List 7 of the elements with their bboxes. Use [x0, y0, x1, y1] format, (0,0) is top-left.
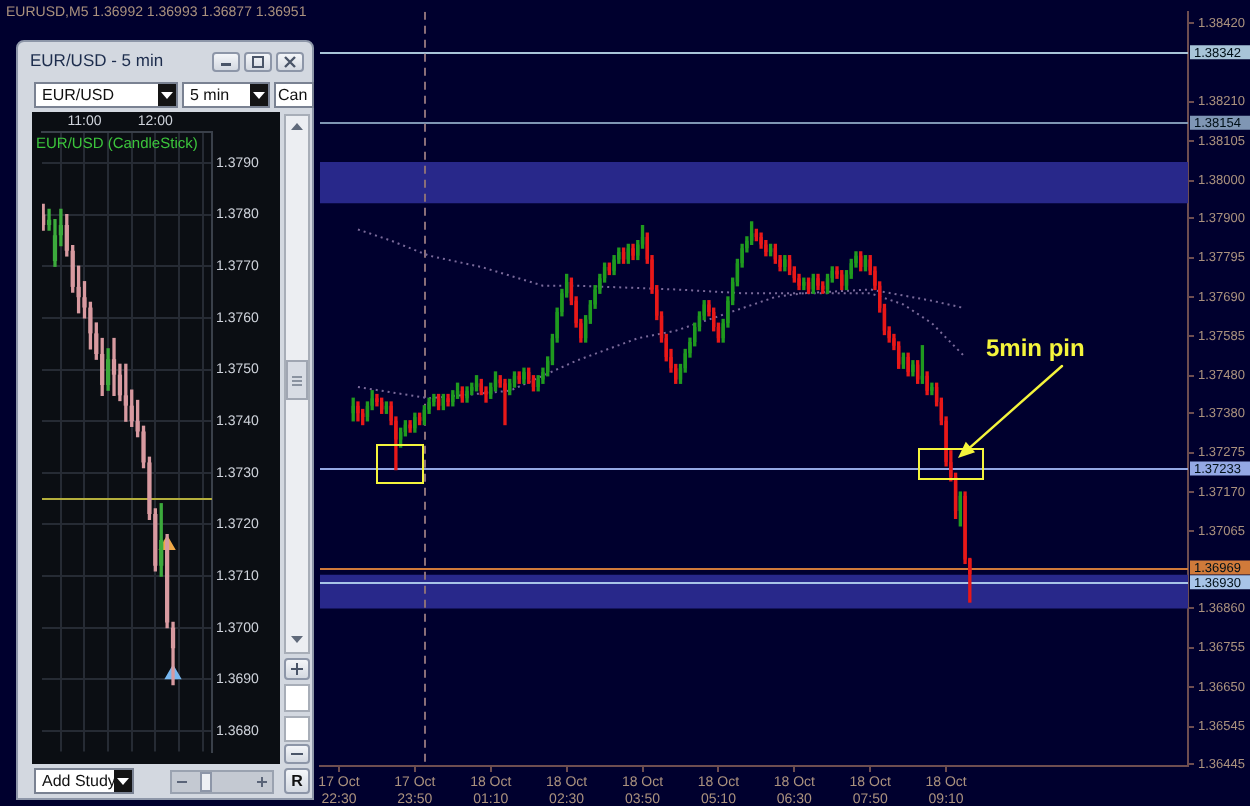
chart-title: EUR/USD - 5 min: [30, 50, 164, 70]
dropdown: Add Study: [34, 768, 134, 794]
dropdown: EUR/USD: [34, 82, 178, 108]
dropdown: 5 min: [182, 82, 270, 108]
button: Can: [274, 82, 314, 108]
button: R: [284, 768, 310, 794]
annotation: 5min pin: [986, 334, 1085, 362]
